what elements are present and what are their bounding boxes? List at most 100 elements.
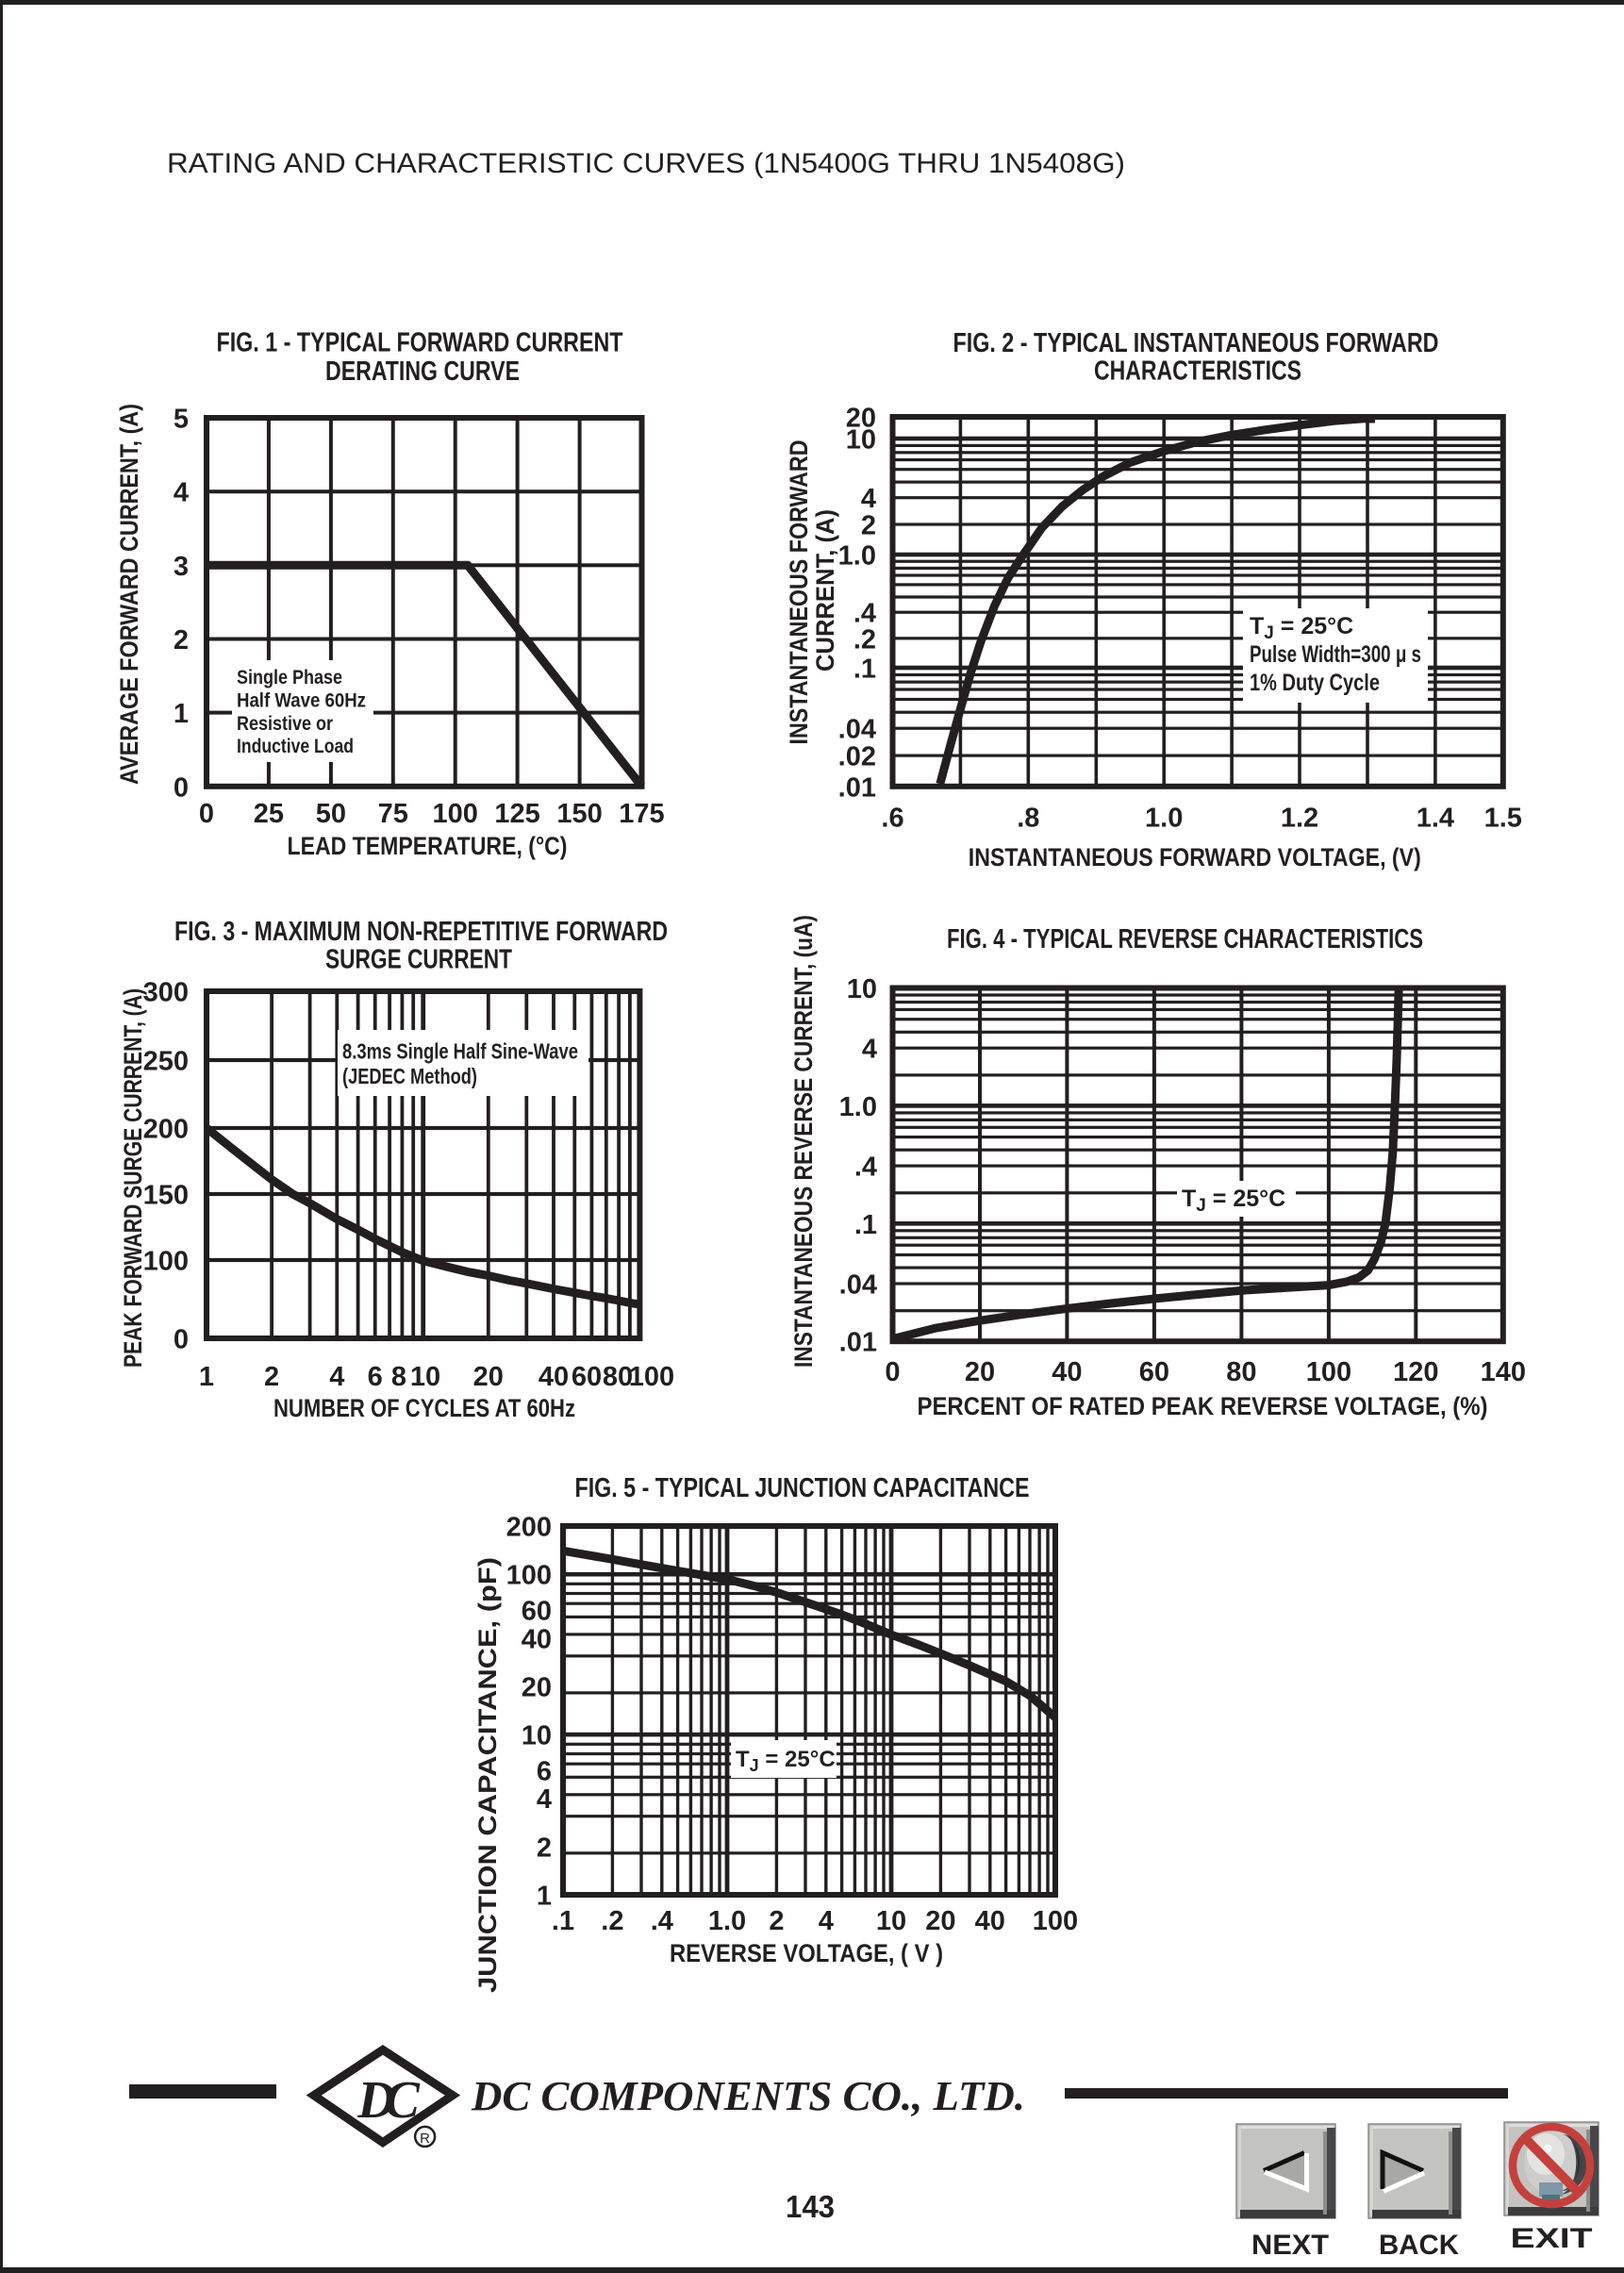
svg-text:.02: .02	[838, 742, 876, 772]
svg-text:.1: .1	[854, 1210, 877, 1240]
svg-text:1.2: 1.2	[1281, 803, 1318, 833]
svg-text:60: 60	[522, 1596, 552, 1626]
svg-text:.1: .1	[853, 655, 876, 685]
svg-text:.2: .2	[853, 624, 876, 655]
svg-text:40: 40	[975, 1906, 1005, 1936]
svg-text:Half Wave 60Hz: Half Wave 60Hz	[237, 689, 366, 711]
svg-text:175: 175	[619, 799, 664, 829]
svg-text:1.0: 1.0	[839, 1092, 877, 1122]
svg-text:200: 200	[506, 1513, 552, 1543]
svg-text:Inductive Load: Inductive Load	[237, 736, 354, 757]
svg-text:1.4: 1.4	[1417, 803, 1454, 833]
svg-text:50: 50	[316, 799, 346, 829]
svg-text:0: 0	[174, 772, 189, 803]
svg-text:INSTANTANEOUS FORWARD: INSTANTANEOUS FORWARD	[785, 440, 813, 745]
svg-text:INSTANTANEOUS REVERSE CURRENT,: INSTANTANEOUS REVERSE CURRENT, (uA)	[789, 915, 818, 1368]
svg-text:4: 4	[329, 1362, 344, 1392]
svg-text:150: 150	[556, 799, 602, 829]
svg-text:.1: .1	[552, 1906, 574, 1936]
svg-text:20: 20	[473, 1362, 504, 1392]
svg-text:CHARACTERISTICS: CHARACTERISTICS	[1094, 356, 1301, 386]
svg-text:3: 3	[174, 552, 189, 582]
svg-text:FIG. 4 - TYPICAL REVERSE CHARA: FIG. 4 - TYPICAL REVERSE CHARACTERISTICS	[947, 924, 1423, 954]
svg-text:TJ = 25°C: TJ = 25°C	[736, 1747, 836, 1775]
svg-text:10: 10	[846, 425, 876, 456]
svg-text:LEAD TEMPERATURE, (°C): LEAD TEMPERATURE, (°C)	[288, 832, 568, 860]
svg-text:BACK: BACK	[1379, 2230, 1459, 2261]
svg-text:100: 100	[1033, 1906, 1078, 1936]
svg-text:REVERSE VOLTAGE, ( V ): REVERSE VOLTAGE, ( V )	[670, 1939, 943, 1967]
svg-text:1.5: 1.5	[1484, 803, 1522, 833]
svg-text:6: 6	[368, 1362, 383, 1392]
svg-text:60: 60	[1139, 1357, 1169, 1387]
svg-text:AVERAGE FORWARD CURRENT, (A): AVERAGE FORWARD CURRENT, (A)	[115, 404, 143, 785]
svg-text:(JEDEC Method): (JEDEC Method)	[342, 1064, 477, 1088]
svg-text:1.0: 1.0	[1145, 803, 1183, 833]
svg-text:80: 80	[1226, 1357, 1256, 1387]
svg-text:JUNCTION CAPACITANCE, (pF): JUNCTION CAPACITANCE, (pF)	[473, 1557, 502, 1993]
svg-text:.2: .2	[601, 1906, 623, 1936]
svg-text:0: 0	[174, 1325, 189, 1355]
svg-text:FIG. 5 - TYPICAL JUNCTION CAPA: FIG. 5 - TYPICAL JUNCTION CAPACITANCE	[575, 1473, 1030, 1503]
svg-text:2: 2	[264, 1362, 279, 1392]
svg-text:2: 2	[769, 1906, 784, 1936]
svg-text:8: 8	[391, 1362, 406, 1392]
svg-text:10: 10	[522, 1721, 552, 1751]
svg-text:40: 40	[522, 1624, 552, 1654]
svg-text:125: 125	[494, 799, 539, 829]
svg-text:.4: .4	[651, 1906, 673, 1936]
svg-text:DC COMPONENTS CO., LTD.: DC COMPONENTS CO., LTD.	[471, 2073, 1025, 2119]
svg-text:INSTANTANEOUS FORWARD VOLTAGE,: INSTANTANEOUS FORWARD VOLTAGE, (V)	[969, 843, 1421, 871]
svg-text:20: 20	[965, 1357, 995, 1387]
svg-text:60: 60	[572, 1362, 602, 1392]
svg-text:20: 20	[846, 404, 876, 434]
svg-text:2: 2	[861, 511, 876, 541]
svg-text:143: 143	[786, 2189, 835, 2224]
svg-text:4: 4	[861, 484, 876, 514]
svg-text:EXIT: EXIT	[1511, 2223, 1593, 2254]
svg-text:0: 0	[885, 1357, 900, 1387]
svg-text:FIG. 2 - TYPICAL INSTANTANEOUS: FIG. 2 - TYPICAL INSTANTANEOUS FORWARD	[953, 328, 1439, 358]
svg-text:.6: .6	[881, 803, 903, 833]
svg-text:140: 140	[1481, 1357, 1526, 1387]
svg-text:R: R	[420, 2131, 430, 2147]
svg-text:200: 200	[143, 1115, 189, 1145]
svg-text:.4: .4	[854, 1153, 877, 1183]
svg-text:120: 120	[1393, 1357, 1438, 1387]
svg-text:100: 100	[433, 799, 478, 829]
svg-text:10: 10	[847, 974, 877, 1004]
svg-text:1.0: 1.0	[708, 1906, 746, 1936]
svg-text:NEXT: NEXT	[1251, 2230, 1329, 2261]
svg-text:80: 80	[603, 1362, 633, 1392]
svg-text:8.3ms Single Half Sine-Wave: 8.3ms Single Half Sine-Wave	[342, 1039, 578, 1064]
svg-text:1: 1	[174, 699, 189, 729]
svg-text:2: 2	[174, 625, 189, 655]
svg-text:300: 300	[143, 978, 189, 1008]
svg-text:4: 4	[174, 478, 189, 508]
svg-text:75: 75	[378, 799, 408, 829]
svg-text:25: 25	[254, 799, 284, 829]
svg-text:100: 100	[1306, 1357, 1351, 1387]
svg-text:.04: .04	[839, 1270, 877, 1301]
svg-text:10: 10	[876, 1906, 906, 1936]
svg-text:RATING AND CHARACTERISTIC CURV: RATING AND CHARACTERISTIC CURVES (1N5400…	[167, 148, 1125, 179]
svg-text:5: 5	[174, 405, 189, 435]
svg-text:.8: .8	[1017, 803, 1039, 833]
svg-text:100: 100	[629, 1362, 674, 1392]
svg-text:PEAK FORWARD SURGE CURRENT, (A: PEAK FORWARD SURGE CURRENT, (A)	[119, 988, 147, 1368]
svg-text:FIG. 3 - MAXIMUM NON-REPETITIV: FIG. 3 - MAXIMUM NON-REPETITIVE FORWARD	[174, 917, 668, 947]
svg-text:20: 20	[522, 1672, 552, 1702]
svg-text:.04: .04	[838, 715, 876, 745]
svg-text:6: 6	[537, 1756, 552, 1786]
svg-text:Single Phase: Single Phase	[237, 667, 342, 689]
svg-text:Resistive or: Resistive or	[237, 713, 333, 735]
svg-text:FIG. 1 - TYPICAL FORWARD CURRE: FIG. 1 - TYPICAL FORWARD CURRENT	[217, 328, 623, 358]
svg-text:Pulse Width=300 μ s: Pulse Width=300 μ s	[1250, 641, 1421, 668]
svg-text:CURRENT, (A): CURRENT, (A)	[811, 509, 839, 672]
svg-text:20: 20	[925, 1906, 955, 1936]
svg-text:4: 4	[862, 1035, 877, 1065]
svg-text:.01: .01	[839, 1328, 877, 1358]
svg-text:0: 0	[199, 799, 214, 829]
svg-text:.4: .4	[853, 599, 876, 629]
svg-text:100: 100	[143, 1247, 189, 1277]
